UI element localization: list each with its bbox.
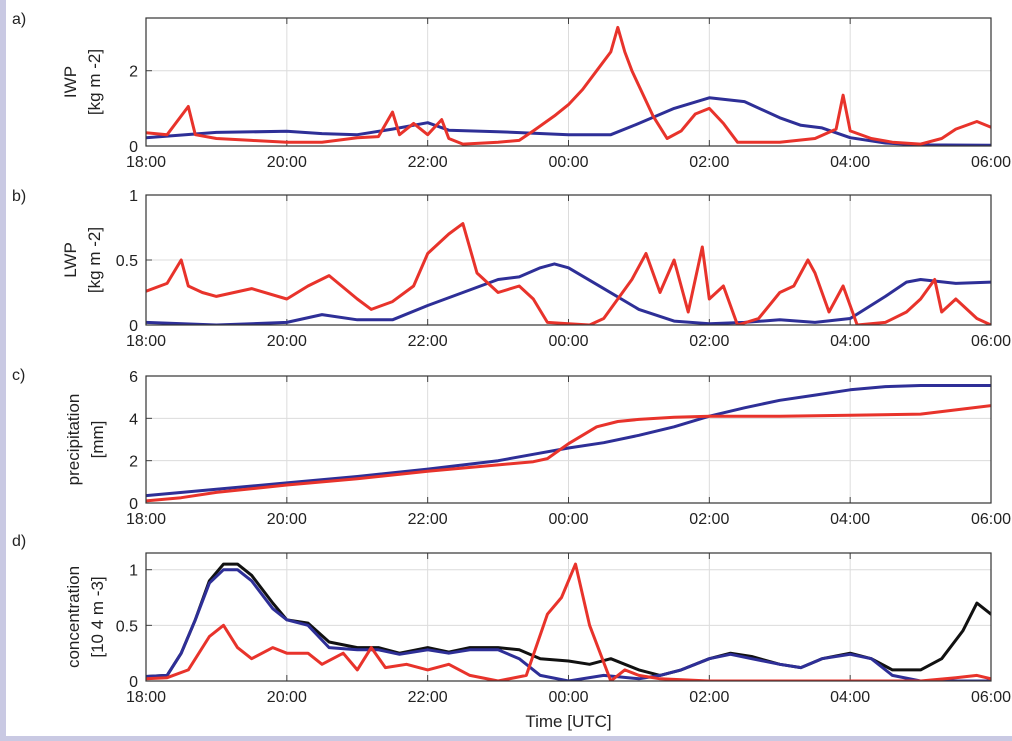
panel-d-y-tick-label: 1 <box>129 563 138 580</box>
panel-a-series-red <box>146 25 991 146</box>
panel-b-x-tick-label: 22:00 <box>408 333 448 350</box>
panel-c-ylabel-line: [mm] <box>88 421 107 459</box>
panel-d-x-tick-label: 02:00 <box>689 689 729 706</box>
panel-c-x-tick-label: 06:00 <box>971 511 1011 528</box>
chart-figure-svg: 18:00 20:00 22:00 00:00 02:00 04:00 06:00 0 2 a) I… <box>12 11 1011 731</box>
panel-d-x-tick-label: 20:00 <box>267 689 307 706</box>
panel-a-y-tick-label: 0 <box>129 139 138 156</box>
panel-a-x-tick-label: 18:00 <box>126 154 166 171</box>
panel-b-x-tick-label: 18:00 <box>126 333 166 350</box>
panel-d-x-tick-label: 06:00 <box>971 689 1011 706</box>
panel-d-series-blue <box>146 568 991 681</box>
panel-c-series-blue <box>146 384 991 498</box>
panel-d-ylabel-line: concentration <box>64 566 83 668</box>
panel-b-x-tick-label: 20:00 <box>267 333 307 350</box>
panel-b-y-tick-label: 0 <box>129 318 138 335</box>
panel-c-y-tick-label: 4 <box>129 411 138 428</box>
panel-b-series-red <box>146 222 991 325</box>
panel-a-ylabel-line: [kg m -2] <box>85 49 104 115</box>
panel-c-x-tick-label: 04:00 <box>830 511 870 528</box>
panel-b-ylabel-line: LWP <box>61 242 80 278</box>
panel-c-ylabel-line: precipitation <box>64 394 83 486</box>
panel-b-label: b) <box>12 188 26 205</box>
panel-a-x-tick-label: 06:00 <box>971 154 1011 171</box>
panel-d-ylabel-line: [10 4 m -3] <box>88 576 107 657</box>
panel-a-x-tick-label: 04:00 <box>830 154 870 171</box>
panel-b-series-blue <box>146 262 991 325</box>
panel-d-x-tick-label: 18:00 <box>126 689 166 706</box>
panel-d-y-tick-label: 0 <box>129 674 138 691</box>
x-axis-label: Time [UTC] <box>525 712 611 731</box>
panel-d-y-tick-label: 0.5 <box>116 618 138 635</box>
panel-a-x-tick-label: 22:00 <box>408 154 448 171</box>
panel-c-series-red <box>146 404 991 503</box>
panel-b-ylabel-line: [kg m -2] <box>85 227 104 293</box>
panel-d-series-red <box>146 562 991 681</box>
panel-b-y-tick-label: 0.5 <box>116 253 138 270</box>
panel-d-label: d) <box>12 533 26 550</box>
panel-a-label: a) <box>12 11 26 28</box>
panel-a-ylabel-line: IWP <box>61 66 80 98</box>
panel-d-x-tick-label: 00:00 <box>548 689 588 706</box>
panel-b-x-tick-label: 00:00 <box>548 333 588 350</box>
panel-b-x-tick-label: 04:00 <box>830 333 870 350</box>
panel-a-x-tick-label: 00:00 <box>548 154 588 171</box>
panel-a-x-tick-label: 02:00 <box>689 154 729 171</box>
panel-c-axes-box <box>145 375 992 504</box>
panel-c-y-tick-label: 0 <box>129 496 138 513</box>
panel-c-x-tick-label: 22:00 <box>408 511 448 528</box>
panel-c-y-tick-label: 2 <box>129 454 138 471</box>
panel-d-x-tick-label: 04:00 <box>830 689 870 706</box>
panel-b-y-tick-label: 1 <box>129 188 138 205</box>
panel-b-x-tick-label: 06:00 <box>971 333 1011 350</box>
panel-a-series-blue <box>146 96 991 146</box>
panel-b-x-tick-label: 02:00 <box>689 333 729 350</box>
panel-c-x-tick-label: 00:00 <box>548 511 588 528</box>
panel-c-label: c) <box>12 367 25 384</box>
panel-c-x-tick-label: 20:00 <box>267 511 307 528</box>
figure: 18:00 20:00 22:00 00:00 02:00 04:00 06:00 0 2 a) I… <box>6 0 1012 736</box>
panel-c-x-tick-label: 18:00 <box>126 511 166 528</box>
panel-d-series-black <box>146 562 991 678</box>
panel-d-x-tick-label: 22:00 <box>408 689 448 706</box>
panel-a-y-tick-label: 2 <box>129 64 138 81</box>
panel-a-x-tick-label: 20:00 <box>267 154 307 171</box>
panel-d-axes-box <box>145 552 992 682</box>
panel-a-axes-box <box>145 17 992 147</box>
panel-c-y-tick-label: 6 <box>129 369 138 386</box>
panel-c-x-tick-label: 02:00 <box>689 511 729 528</box>
panel-b-axes-box <box>145 194 992 326</box>
